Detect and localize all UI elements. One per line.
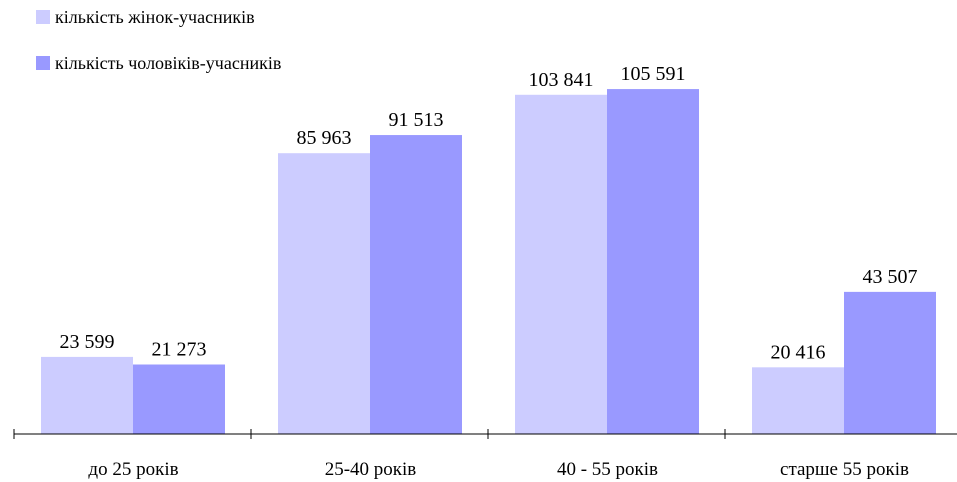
- category-label-1: до 25 років: [88, 459, 178, 480]
- x-axis: [13, 429, 957, 439]
- data-labels: 23 599 21 273 85 963 91 513 103 841 105 591 20…: [60, 63, 918, 363]
- bar-2-1: [133, 364, 225, 434]
- bar-1-3: [515, 94, 607, 434]
- legend-swatch-1: [36, 10, 50, 24]
- data-label-1-4: 20 416: [771, 341, 826, 363]
- data-label-1-1: 23 599: [60, 331, 115, 353]
- data-label-2-2: 91 513: [389, 109, 444, 131]
- data-label-2-3: 105 591: [621, 63, 686, 85]
- legend-swatch-2: [36, 56, 50, 70]
- category-labels: до 25 років 25-40 років 40 - 55 років старш…: [88, 459, 909, 480]
- bar-2-3: [607, 89, 699, 434]
- data-label-2-4: 43 507: [863, 266, 918, 288]
- data-label-1-2: 85 963: [297, 127, 352, 149]
- category-label-3: 40 - 55 років: [557, 459, 658, 480]
- bar-2-4: [844, 291, 936, 434]
- bar-1-4: [752, 367, 844, 434]
- bar-2-2: [370, 135, 462, 434]
- legend: кількість жінок-учасників кількість чолов…: [36, 7, 281, 73]
- legend-label-2: кількість чоловіків-учасників: [55, 53, 281, 73]
- legend-label-1: кількість жінок-учасників: [55, 7, 255, 27]
- bars: [41, 89, 936, 434]
- bar-1-2: [278, 153, 370, 434]
- category-label-4: старше 55 років: [780, 459, 909, 480]
- category-label-2: 25-40 років: [325, 459, 417, 480]
- data-label-2-1: 21 273: [152, 339, 207, 361]
- data-label-1-3: 103 841: [529, 69, 594, 91]
- bar-1-1: [41, 356, 133, 434]
